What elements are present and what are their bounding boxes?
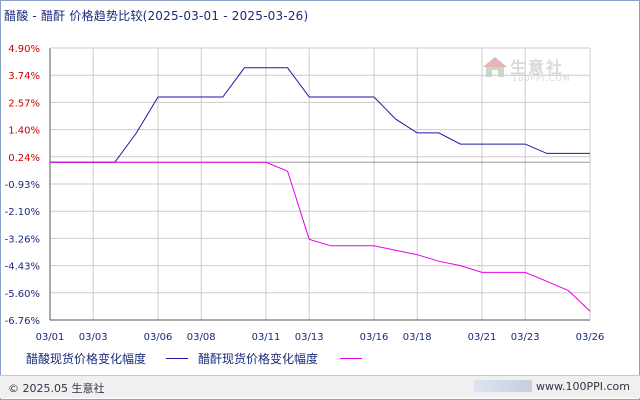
x-tick-label: 03/13 [295,332,324,343]
legend: 醋酸现货价格变化幅度 醋酐现货价格变化幅度 [0,350,640,366]
y-tick-label: -4.43% [5,262,40,273]
watermark: 生意社 100PPI.COM [482,54,582,90]
x-tick-label: 03/08 [187,332,216,343]
y-tick-label: 3.74% [8,71,40,82]
site-logo-icon [474,380,532,392]
x-tick-label: 03/16 [360,332,389,343]
legend-swatch-acetic-anhydride [340,358,362,359]
y-tick-label: -0.93% [5,180,40,191]
footer-url[interactable]: www.100PPI.com [536,380,630,393]
series-line-acetic-acid [50,67,590,163]
x-tick-label: 03/06 [144,332,173,343]
series-lines [50,67,591,312]
watermark-text: 生意社 [510,58,565,77]
footer-copyright: © 2025.05 生意社 [8,382,105,395]
line-chart: 4.90% 3.74% 2.57% 1.40% 0.24% -0.93% -2.10% -3.… [5,44,605,343]
watermark-sub: 100PPI.COM [512,74,571,83]
footer: © 2025.05 生意社 www.100PPI.com [0,375,640,398]
y-tick-label: -2.10% [5,207,40,218]
x-tick-label: 03/26 [576,332,605,343]
x-tick-label: 03/11 [252,332,281,343]
y-tick-label: -5.60% [5,289,40,300]
y-tick-label: -3.26% [5,234,40,245]
x-tick-label: 03/23 [511,332,540,343]
x-tick-label: 03/03 [79,332,108,343]
series-line-acetic-anhydride [50,161,591,312]
grid-lines [49,47,591,321]
y-tick-label: -6.76% [5,316,40,327]
chart-title: 醋酸 - 醋酐 价格趋势比较(2025-03-01 - 2025-03-26) [4,9,309,23]
x-tick-labels: 03/01 03/03 03/06 03/08 03/11 03/13 03/16 03/18… [36,332,605,343]
y-tick-label: 0.24% [8,153,40,164]
legend-swatch-acetic-acid [166,358,188,359]
y-tick-label: 2.57% [8,98,40,109]
x-tick-label: 03/18 [403,332,432,343]
legend-label-acetic-acid: 醋酸现货价格变化幅度 [26,352,147,366]
y-tick-labels: 4.90% 3.74% 2.57% 1.40% 0.24% -0.93% -2.10% -3.… [5,44,40,327]
x-tick-label: 03/01 [36,332,65,343]
x-tick-label: 03/21 [468,332,497,343]
y-tick-label: 4.90% [8,44,40,55]
y-tick-label: 1.40% [8,126,40,137]
legend-label-acetic-anhydride: 醋酐现货价格变化幅度 [198,352,319,366]
house-logo-icon [483,57,507,77]
